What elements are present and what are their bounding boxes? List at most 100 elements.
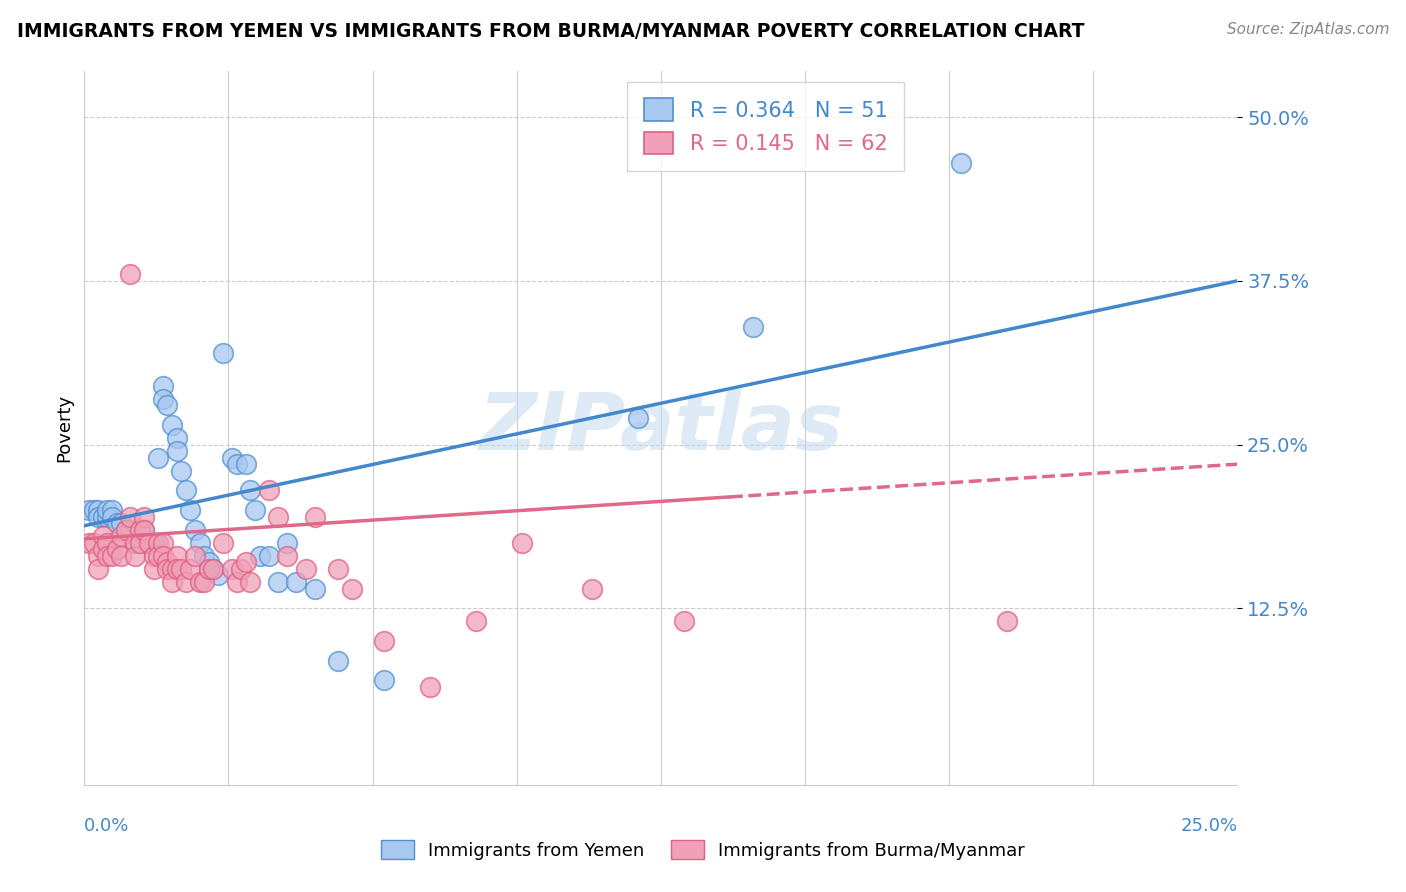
Point (87, 562, 110, 576)
Point (146, 549, 169, 563)
Point (949, 156, 972, 170)
Point (211, 535, 233, 549)
Point (138, 535, 160, 549)
Point (243, 503, 266, 517)
Point (91, 529, 114, 543)
Point (128, 523, 150, 537)
Point (152, 549, 174, 563)
Point (294, 562, 316, 576)
Point (188, 574, 211, 589)
Point (373, 634, 395, 648)
Point (198, 555, 221, 569)
Point (742, 319, 765, 334)
Point (101, 503, 124, 517)
Legend: R = 0.364   N = 51, R = 0.145   N = 62: R = 0.364 N = 51, R = 0.145 N = 62 (627, 82, 904, 171)
Point (156, 555, 179, 569)
Point (672, 615, 695, 629)
Point (202, 562, 225, 576)
Point (184, 523, 207, 537)
Point (326, 562, 349, 576)
Point (105, 516, 128, 530)
Point (120, 268, 142, 282)
Point (115, 523, 138, 537)
Point (105, 542, 128, 557)
Point (96, 549, 118, 563)
Point (235, 457, 257, 471)
Point (225, 574, 247, 589)
Point (188, 535, 211, 549)
Point (198, 562, 221, 576)
Point (77, 535, 100, 549)
Point (193, 549, 215, 563)
Point (115, 523, 138, 537)
Point (995, 615, 1018, 629)
Point (512, 535, 534, 549)
Point (207, 568, 229, 582)
Point (124, 535, 146, 549)
Point (138, 535, 160, 549)
Point (627, 411, 650, 425)
Point (152, 378, 174, 392)
Point (120, 509, 142, 524)
Text: IMMIGRANTS FROM YEMEN VS IMMIGRANTS FROM BURMA/MYANMAR POVERTY CORRELATION CHART: IMMIGRANTS FROM YEMEN VS IMMIGRANTS FROM… (17, 22, 1084, 41)
Text: 0.0%: 0.0% (84, 817, 129, 835)
Point (91, 542, 114, 557)
Point (221, 450, 243, 465)
Point (142, 562, 165, 576)
Point (239, 483, 262, 498)
Point (239, 574, 262, 589)
Point (146, 535, 169, 549)
Point (202, 562, 225, 576)
Point (184, 549, 207, 563)
Point (160, 574, 183, 589)
Point (326, 654, 349, 668)
Point (128, 535, 150, 549)
Point (142, 535, 165, 549)
Point (211, 346, 233, 360)
Point (96, 503, 118, 517)
Point (101, 549, 124, 563)
Point (120, 523, 142, 537)
Point (134, 523, 156, 537)
Legend: Immigrants from Yemen, Immigrants from Burma/Myanmar: Immigrants from Yemen, Immigrants from B… (374, 833, 1032, 867)
Point (419, 680, 441, 694)
Point (83, 503, 105, 517)
Point (465, 615, 488, 629)
Point (174, 483, 197, 498)
Point (156, 398, 179, 412)
Point (285, 574, 308, 589)
Point (110, 529, 132, 543)
Text: Source: ZipAtlas.com: Source: ZipAtlas.com (1226, 22, 1389, 37)
Point (221, 562, 243, 576)
Point (267, 509, 290, 524)
Point (304, 582, 326, 596)
Point (152, 392, 174, 406)
Point (110, 549, 132, 563)
Point (152, 535, 174, 549)
Point (77, 503, 100, 517)
Point (257, 549, 280, 563)
Point (170, 562, 193, 576)
Point (87, 503, 110, 517)
Point (87, 509, 110, 524)
Point (134, 509, 156, 524)
Point (166, 444, 188, 458)
Point (156, 562, 179, 576)
Point (124, 535, 146, 549)
Point (276, 535, 298, 549)
Text: 25.0%: 25.0% (1180, 817, 1237, 835)
Point (174, 574, 197, 589)
Point (304, 509, 326, 524)
Y-axis label: Poverty: Poverty (55, 394, 73, 462)
Point (134, 523, 156, 537)
Point (101, 509, 124, 524)
Point (170, 464, 193, 478)
Point (267, 574, 290, 589)
Point (179, 562, 201, 576)
Point (257, 483, 280, 498)
Point (235, 555, 257, 569)
Point (249, 549, 271, 563)
Point (124, 549, 146, 563)
Point (231, 562, 253, 576)
Point (96, 535, 118, 549)
